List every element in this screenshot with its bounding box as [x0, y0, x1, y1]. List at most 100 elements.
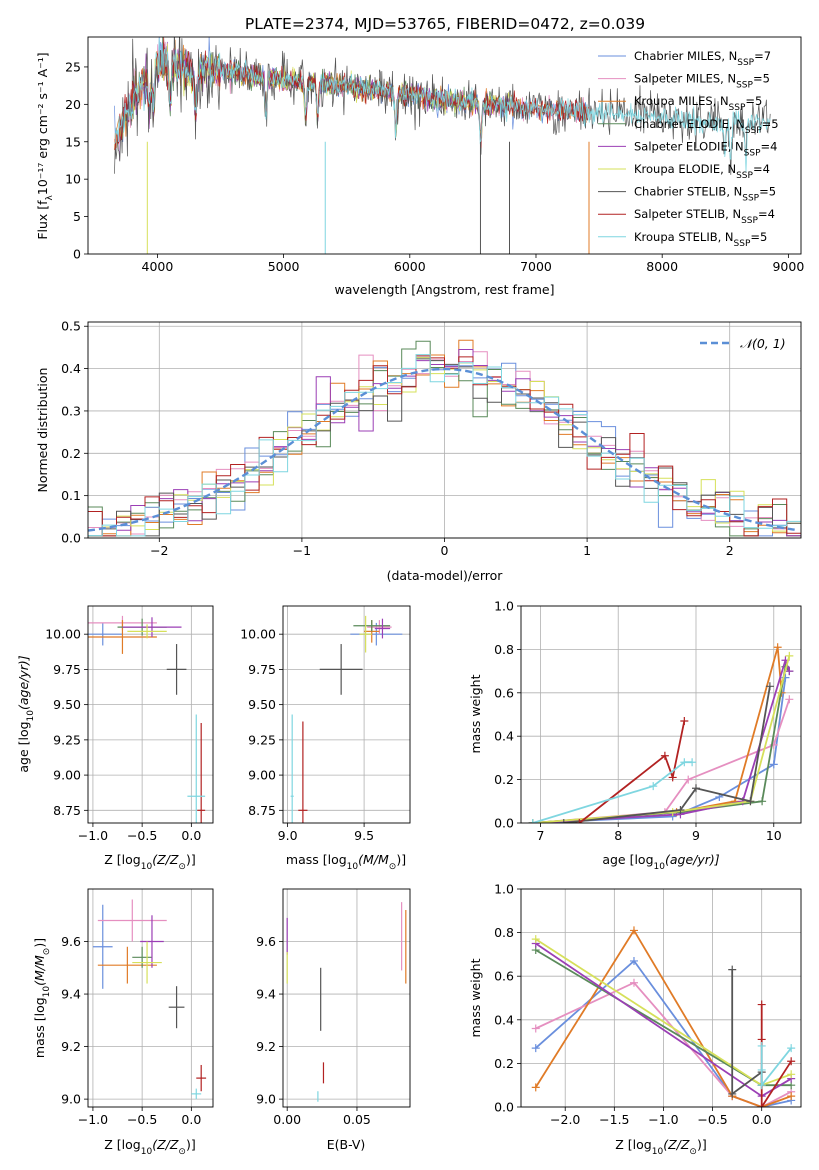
y-tick-label: 0.4 — [494, 1012, 514, 1027]
legend-entry: Chabrier MILES, NSSP=7 — [634, 49, 771, 68]
data-point — [680, 758, 689, 767]
spectrum-line — [114, 38, 771, 173]
x-tick-label: 0.0 — [752, 1112, 772, 1127]
x-axis-label: Z [log10(Z/Z⊙)] — [104, 1137, 195, 1157]
data-point — [528, 819, 537, 823]
axes-frame — [87, 888, 214, 1108]
spectrum-line — [114, 37, 589, 150]
y-tick-label: 20 — [65, 97, 81, 112]
y-tick-label: 1.0 — [494, 882, 514, 897]
y-tick-label: 10.00 — [240, 627, 276, 642]
legend-entry: Kroupa MILES, NSSP=5 — [634, 94, 762, 113]
data-point — [629, 956, 638, 965]
x-tick-label: 6000 — [394, 259, 426, 274]
y-tick-label: 9.4 — [256, 987, 276, 1002]
label-part: SSP — [736, 171, 753, 181]
x-tick-label: 10 — [766, 828, 782, 843]
label-part: 10 — [26, 710, 36, 722]
label-part: =7 — [754, 49, 771, 63]
x-tick-label: 5000 — [268, 259, 300, 274]
x-tick-label: 8000 — [646, 259, 678, 274]
axes-age-vs-Z: −1.0 −0.5 0.0 8.75 9.00 9.25 9.50 9.75 10.00 Z [l… — [16, 605, 214, 872]
data-point — [559, 819, 568, 823]
axes-mass-weight-vs-Z: −2.0 −1.5 −1.0 −0.5 0.0 0.0 0.2 0.4 0.6 0.8 1.0 Z [… — [468, 882, 802, 1157]
label-part: ⊙ — [42, 948, 52, 956]
label-part: 10 — [652, 1147, 664, 1157]
y-tick-label: 10 — [65, 172, 81, 187]
label-part: Kroupa STELIB, N — [634, 230, 734, 244]
y-tick-label: 0.2 — [494, 772, 514, 787]
label-part: (Z/Z — [152, 852, 179, 867]
label-part: Z [log — [104, 1137, 140, 1152]
y-tick-label: 9.2 — [256, 1039, 276, 1054]
label-part: )] — [186, 852, 196, 867]
x-tick-label: 9.0 — [278, 828, 298, 843]
y-tick-label: 9.00 — [53, 768, 81, 783]
y-tick-label: 0.1 — [61, 488, 81, 503]
x-tick-label: −1 — [293, 543, 311, 558]
y-tick-label: 9.4 — [61, 987, 81, 1002]
data-point — [688, 758, 697, 767]
label-part: (M/M — [32, 955, 47, 986]
label-part: (M/M — [358, 852, 389, 867]
label-part: λ — [45, 194, 55, 200]
label-part: mass [log — [32, 997, 47, 1058]
label-part: )] — [697, 1137, 707, 1152]
series-line — [532, 655, 791, 823]
data-point — [785, 667, 794, 676]
y-tick-label: 9.25 — [248, 732, 276, 747]
plot-area — [290, 615, 403, 823]
y-tick-label: 15 — [65, 134, 81, 149]
y-tick-label: 0.0 — [61, 531, 81, 546]
y-tick-label: 0.8 — [494, 925, 514, 940]
y-tick-label: 9.75 — [248, 662, 276, 677]
label-part: Kroupa MILES, N — [634, 94, 729, 108]
label-part: (Z/Z — [663, 1137, 690, 1152]
data-point — [758, 797, 767, 806]
label-part: Chabrier STELIB, N — [634, 185, 742, 199]
x-tick-label: 8 — [614, 828, 622, 843]
data-point — [757, 1103, 766, 1107]
y-tick-label: 10.00 — [45, 627, 81, 642]
x-tick-label: 9.5 — [354, 828, 374, 843]
x-tick-label: 4000 — [142, 259, 174, 274]
label-part: SSP — [729, 103, 746, 113]
y-tick-label: 0.4 — [61, 361, 81, 376]
x-tick-label: 2 — [726, 543, 734, 558]
label-part: mass [log — [286, 852, 347, 867]
legend-entry: Salpeter STELIB, NSSP=4 — [634, 207, 775, 226]
legend-entry: 𝒩(0, 1) — [740, 336, 786, 351]
x-axis-label: mass [log10(M/M⊙)] — [286, 852, 406, 872]
y-tick-label: 0.2 — [61, 446, 81, 461]
x-tick-label: −2.0 — [550, 1112, 580, 1127]
y-tick-label: 8.75 — [248, 803, 276, 818]
x-tick-label: −0.5 — [127, 828, 157, 843]
y-tick-label: 8.75 — [53, 803, 81, 818]
data-point — [692, 784, 700, 793]
label-part: SSP — [742, 194, 759, 204]
y-tick-label: 0.2 — [494, 1056, 514, 1071]
y-tick-label: 0.8 — [494, 642, 514, 657]
label-part: 10 — [654, 862, 666, 872]
data-point — [575, 819, 584, 823]
plot-area — [88, 339, 801, 537]
y-tick-label: 9.25 — [53, 732, 81, 747]
label-part: SSP — [741, 216, 758, 226]
y-tick-label: 0.3 — [61, 403, 81, 418]
legend-entry: Chabrier ELODIE, NSSP=5 — [634, 117, 779, 136]
label-part: =4 — [753, 162, 770, 176]
plot-area — [114, 37, 771, 254]
legend-entry: Chabrier STELIB, NSSP=5 — [634, 185, 776, 204]
x-tick-label: −1.5 — [599, 1112, 629, 1127]
x-tick-label: 0.00 — [273, 1112, 301, 1127]
label-part: age [log — [16, 721, 31, 772]
y-axis-label: mass [log10(M/M⊙)] — [32, 938, 52, 1058]
y-tick-label: 9.0 — [256, 1092, 276, 1107]
label-part: SSP — [745, 126, 762, 136]
label-part: ⊙ — [689, 1147, 697, 1157]
data-point — [629, 978, 638, 987]
y-axis-label: Flux [fλ10⁻¹⁷ erg cm⁻² s⁻¹ A⁻¹] — [35, 52, 55, 239]
y-tick-label: 0.6 — [494, 685, 514, 700]
x-axis-label: Z [log10(Z/Z⊙)] — [615, 1137, 706, 1157]
data-point — [757, 1041, 766, 1050]
